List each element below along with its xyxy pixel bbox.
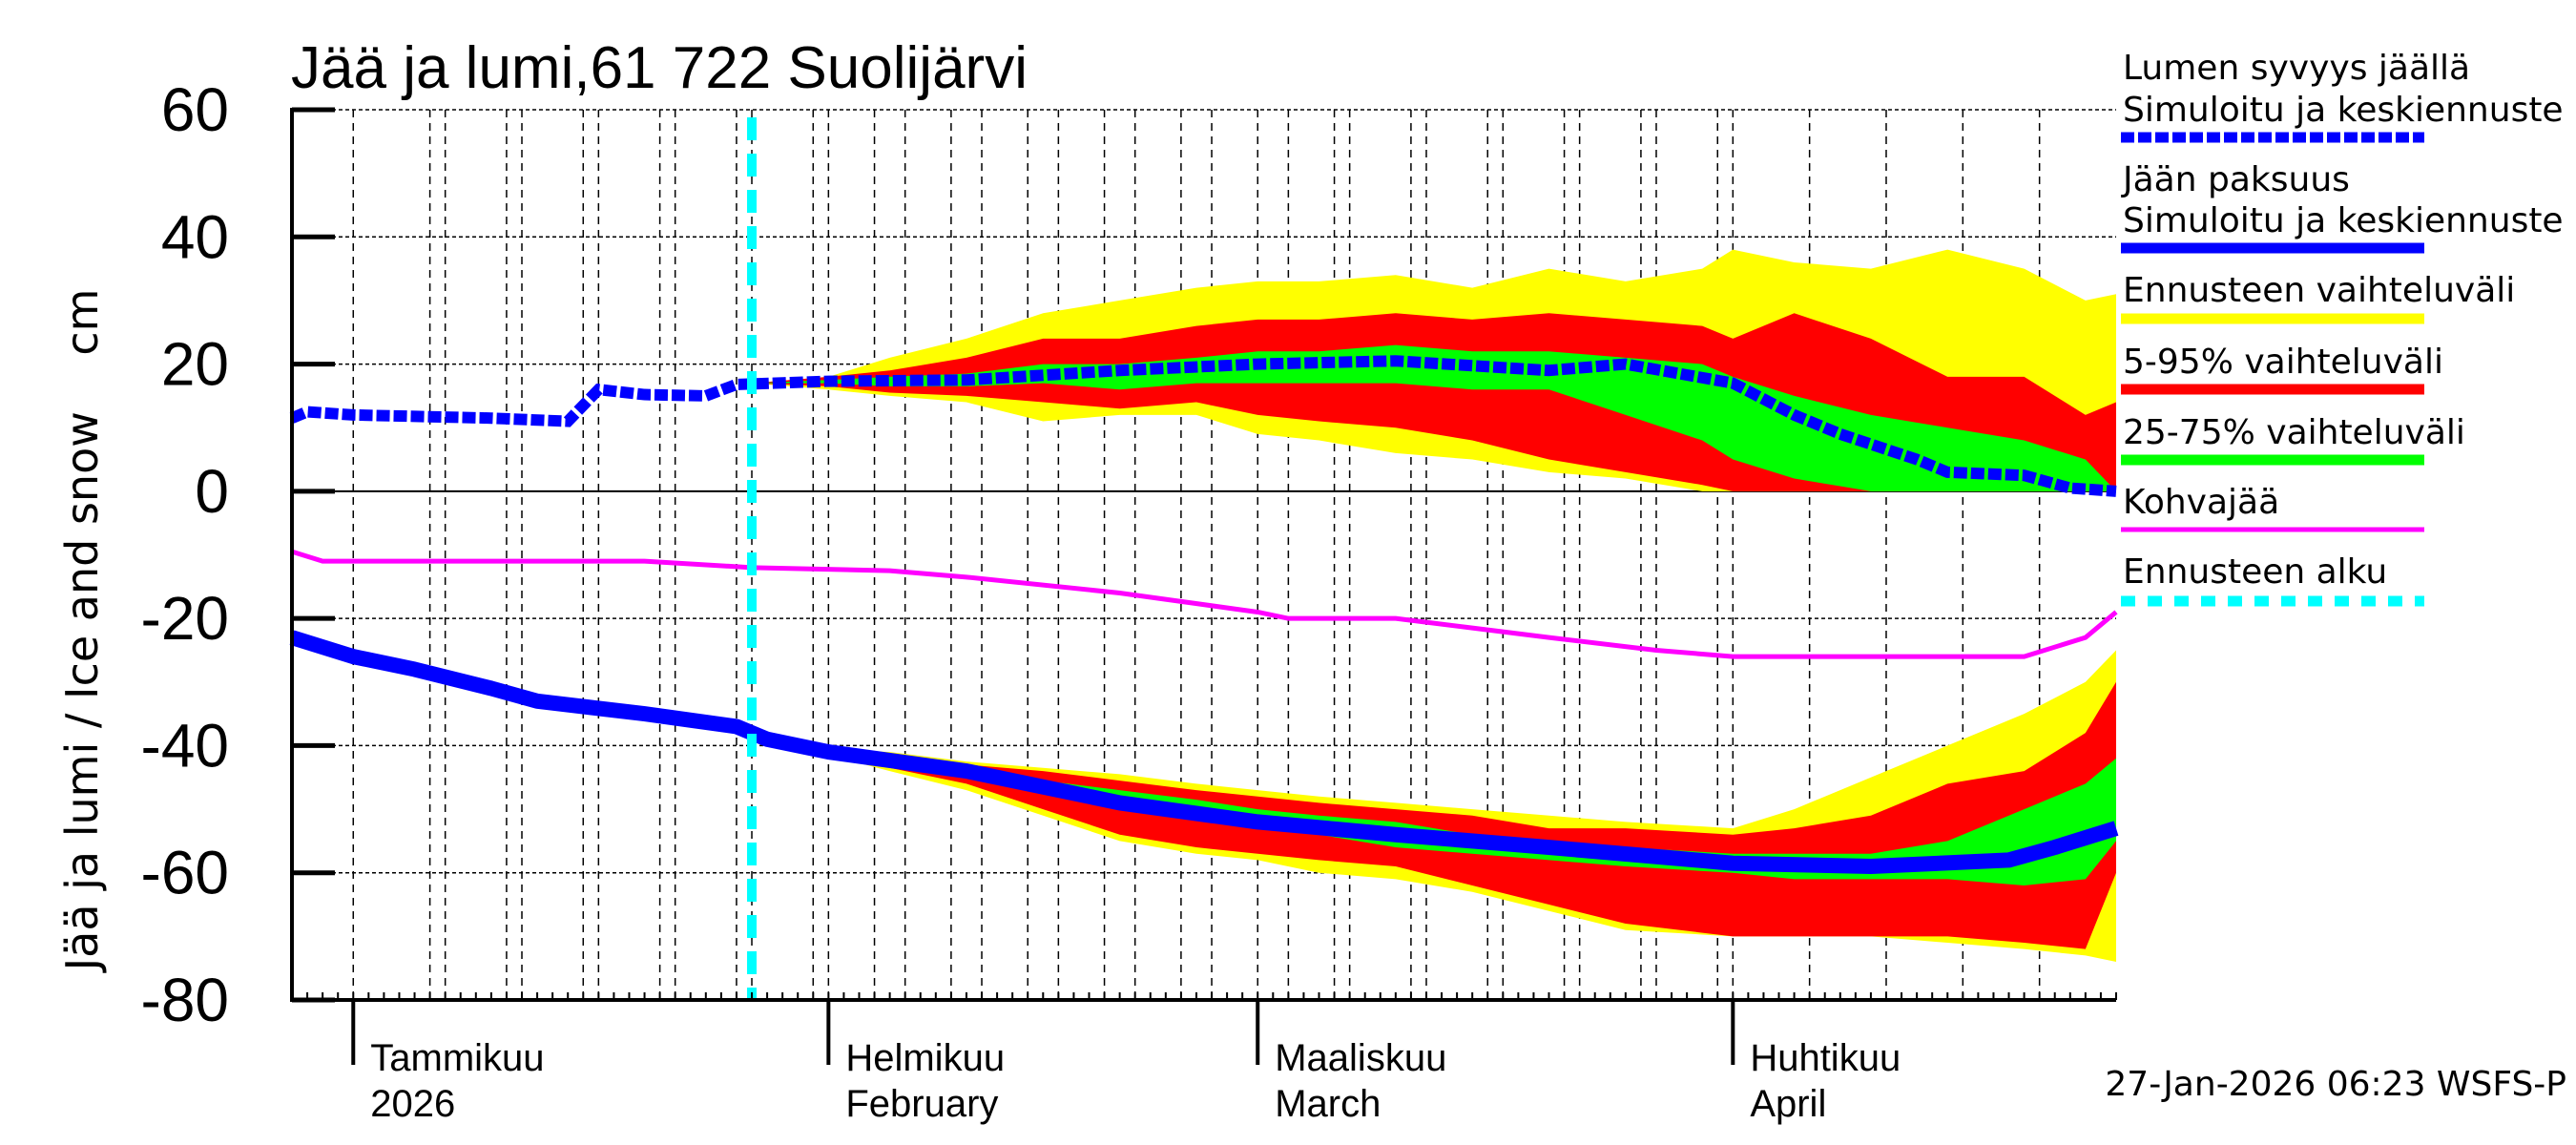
legend-label: 25-75% vaihteluväli [2123, 413, 2465, 452]
month-label-fi: Tammikuu [370, 1037, 544, 1079]
ice-thickness-line [289, 630, 2119, 875]
month-label-en: April [1750, 1083, 1826, 1125]
legend-label: Ennusteen alku [2123, 552, 2387, 592]
series-lines [289, 117, 2119, 1000]
legend-label: Kohvajää [2123, 483, 2279, 522]
y-tick-label: -60 [141, 839, 230, 907]
legend-label: Ennusteen vaihteluväli [2123, 271, 2515, 310]
legend-label: Jään paksuus [2121, 160, 2350, 199]
y-tick-label: 40 [161, 202, 229, 271]
y-axis-label: Jää ja lumi / Ice and snow cm [56, 289, 108, 974]
legend-sublabel: Simuloitu ja keskiennuste [2123, 91, 2564, 130]
y-tick-label: -20 [141, 584, 230, 653]
month-label-fi: Helmikuu [845, 1037, 1005, 1079]
y-tick-label: 0 [195, 457, 229, 526]
forecast-bands [752, 249, 2116, 963]
ice-5-95-band [752, 681, 2116, 949]
legend-label: Lumen syvyys jäällä [2123, 49, 2470, 88]
slush-ice-line [291, 549, 2118, 659]
month-label-fi: Maaliskuu [1275, 1037, 1446, 1079]
legend-label: 5-95% vaihteluväli [2123, 343, 2443, 382]
y-tick-label: 60 [161, 75, 229, 144]
month-label-en: 2026 [370, 1083, 455, 1125]
y-tick-label: -80 [141, 966, 230, 1034]
y-tick-label: 20 [161, 330, 229, 399]
month-label-en: March [1275, 1083, 1381, 1125]
snow-depth-line [289, 355, 2117, 497]
legend-sublabel: Simuloitu ja keskiennuste [2123, 201, 2564, 240]
y-tick-label: -40 [141, 711, 230, 780]
month-label-en: February [845, 1083, 998, 1125]
ice-25-75-band [752, 736, 2116, 886]
month-label-fi: Huhtikuu [1750, 1037, 1901, 1079]
footer-timestamp: 27-Jan-2026 06:23 WSFS-P [2105, 1065, 2566, 1104]
chart-title: Jää ja lumi,61 722 Suolijärvi [291, 35, 1028, 101]
snow-25-75-band [752, 344, 2116, 491]
